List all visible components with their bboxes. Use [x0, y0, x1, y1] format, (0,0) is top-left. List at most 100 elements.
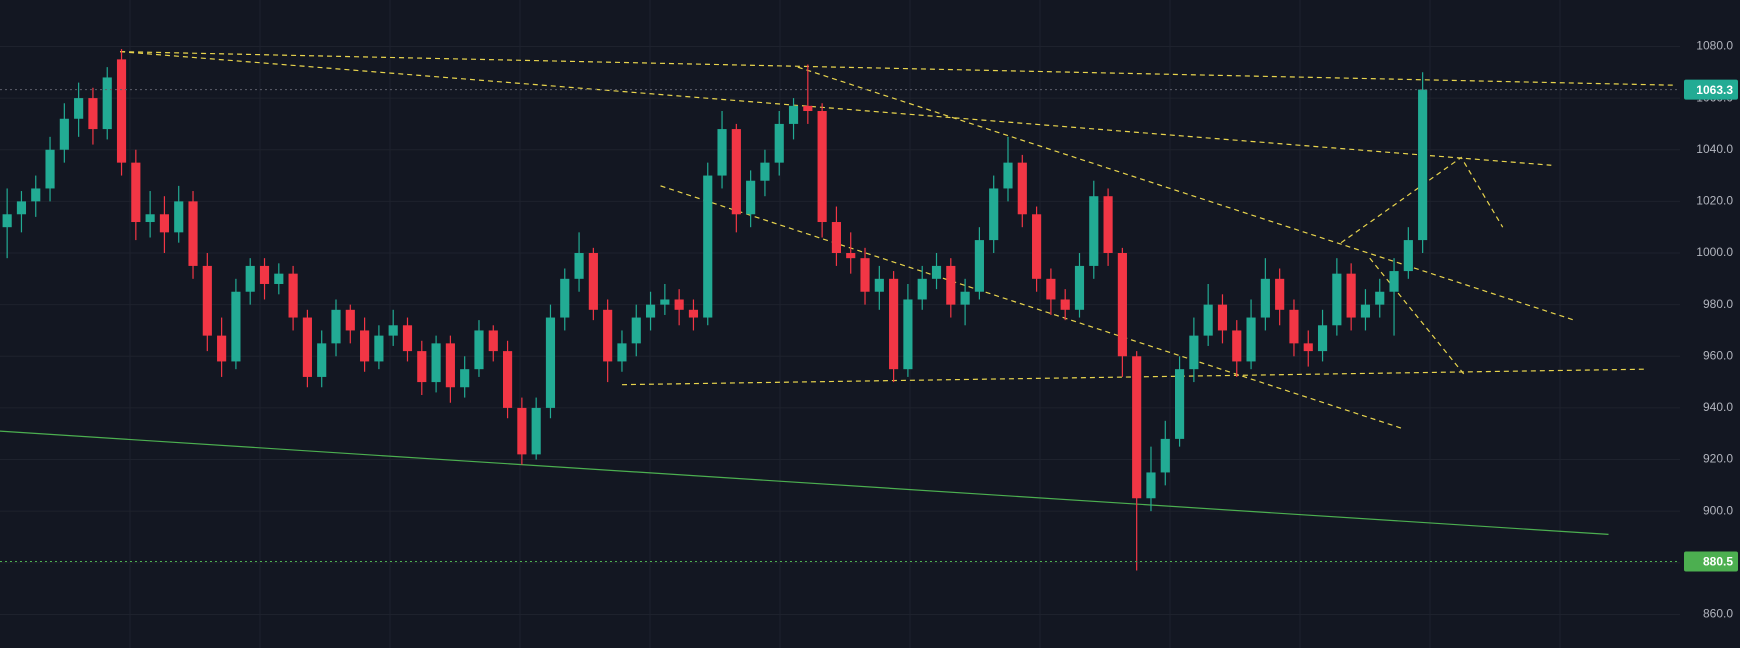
candle-body — [645, 304, 656, 318]
candle-body — [846, 253, 856, 259]
candle-body — [831, 222, 842, 254]
candle-body — [1103, 196, 1113, 254]
candle-body — [31, 188, 41, 202]
candle-body — [1303, 343, 1313, 352]
candle-body — [288, 273, 298, 318]
y-tick-label: 1020.0 — [1696, 194, 1733, 208]
candle-body — [1346, 273, 1356, 318]
candle-body — [817, 111, 827, 223]
candle-body — [1089, 196, 1099, 266]
candle-body — [946, 265, 956, 305]
candle-body — [388, 325, 398, 336]
candle-body — [302, 317, 312, 377]
candle-body — [1217, 304, 1228, 331]
candle-body — [1275, 278, 1285, 310]
y-tick-label: 1040.0 — [1696, 142, 1733, 156]
y-tick-label: 940.0 — [1703, 400, 1733, 414]
candle-body — [1418, 89, 1428, 241]
candle-body — [445, 343, 455, 388]
candle-body — [1046, 278, 1056, 300]
candle-body — [131, 162, 141, 223]
candle-body — [903, 299, 913, 370]
candle-body — [989, 188, 999, 241]
candle-body — [88, 98, 98, 130]
candle-body — [617, 343, 627, 362]
candle-body — [889, 278, 899, 370]
candle-body — [159, 214, 170, 233]
candle-body — [688, 309, 699, 318]
y-tick-label: 900.0 — [1703, 503, 1733, 517]
candle-body — [531, 407, 541, 455]
candle-body — [217, 335, 227, 362]
candle-body — [1003, 162, 1013, 189]
trendline — [0, 430, 1609, 536]
candle-body — [460, 369, 470, 388]
candle-body — [603, 309, 613, 362]
candle-body — [1132, 356, 1142, 499]
candle-body — [545, 317, 556, 408]
candle-body — [717, 129, 727, 176]
candle-body — [1246, 317, 1256, 362]
candle-body — [1232, 330, 1242, 362]
y-tick-label: 860.0 — [1703, 607, 1733, 621]
candle-body — [917, 278, 927, 300]
y-tick-label: 920.0 — [1703, 452, 1733, 466]
candle-body — [1260, 278, 1270, 318]
candle-body — [731, 129, 741, 215]
candle-body — [245, 265, 255, 292]
trendline — [1369, 257, 1465, 375]
candle-body — [774, 123, 784, 163]
candle-body — [274, 273, 284, 284]
candle-body — [331, 309, 341, 344]
candle-body — [374, 335, 384, 362]
candle-body — [931, 265, 942, 279]
candle-body — [588, 253, 598, 310]
y-tick-label: 1000.0 — [1696, 245, 1733, 259]
candle-body — [202, 265, 212, 336]
candle-body — [874, 278, 884, 292]
candle-body — [974, 240, 984, 292]
price-label: 1063.3 — [1696, 83, 1733, 97]
candle-body — [102, 77, 112, 130]
candle-body — [188, 201, 198, 266]
candle-body — [1146, 472, 1156, 499]
candle-body — [431, 343, 441, 383]
candle-body — [860, 258, 870, 292]
candle-body — [746, 180, 756, 215]
candle-body — [1289, 309, 1299, 344]
candle-body — [517, 407, 527, 455]
candle-body — [317, 343, 327, 377]
candle-body — [59, 118, 69, 150]
price-label: 880.5 — [1703, 555, 1733, 569]
candle-body — [1203, 304, 1213, 336]
candle-body — [345, 309, 355, 331]
candle-body — [703, 175, 713, 318]
y-tick-label: 980.0 — [1703, 297, 1733, 311]
candle-body — [259, 265, 270, 284]
candle-body — [474, 330, 484, 370]
candle-body — [45, 149, 55, 189]
candle-body — [116, 59, 127, 163]
candle-body — [1403, 240, 1413, 272]
y-tick-label: 1080.0 — [1696, 39, 1733, 53]
candle-body — [2, 214, 12, 228]
candle-body — [803, 105, 813, 112]
candle-body — [1375, 291, 1385, 305]
candle-body — [1160, 438, 1170, 473]
trendline — [120, 51, 1675, 86]
candle-body — [1189, 335, 1199, 370]
candle-body — [145, 214, 155, 223]
trendline — [1340, 156, 1504, 244]
candle-body — [16, 201, 27, 215]
candle-body — [760, 162, 770, 181]
candle-body — [631, 317, 641, 344]
candle-body — [1060, 299, 1070, 310]
candle-body — [560, 278, 570, 318]
candle-body — [1117, 253, 1127, 357]
trendline — [797, 66, 1575, 321]
price-label-box — [1684, 79, 1738, 100]
candle-body — [1032, 214, 1042, 279]
candle-body — [502, 351, 513, 408]
candle-body — [402, 325, 413, 352]
